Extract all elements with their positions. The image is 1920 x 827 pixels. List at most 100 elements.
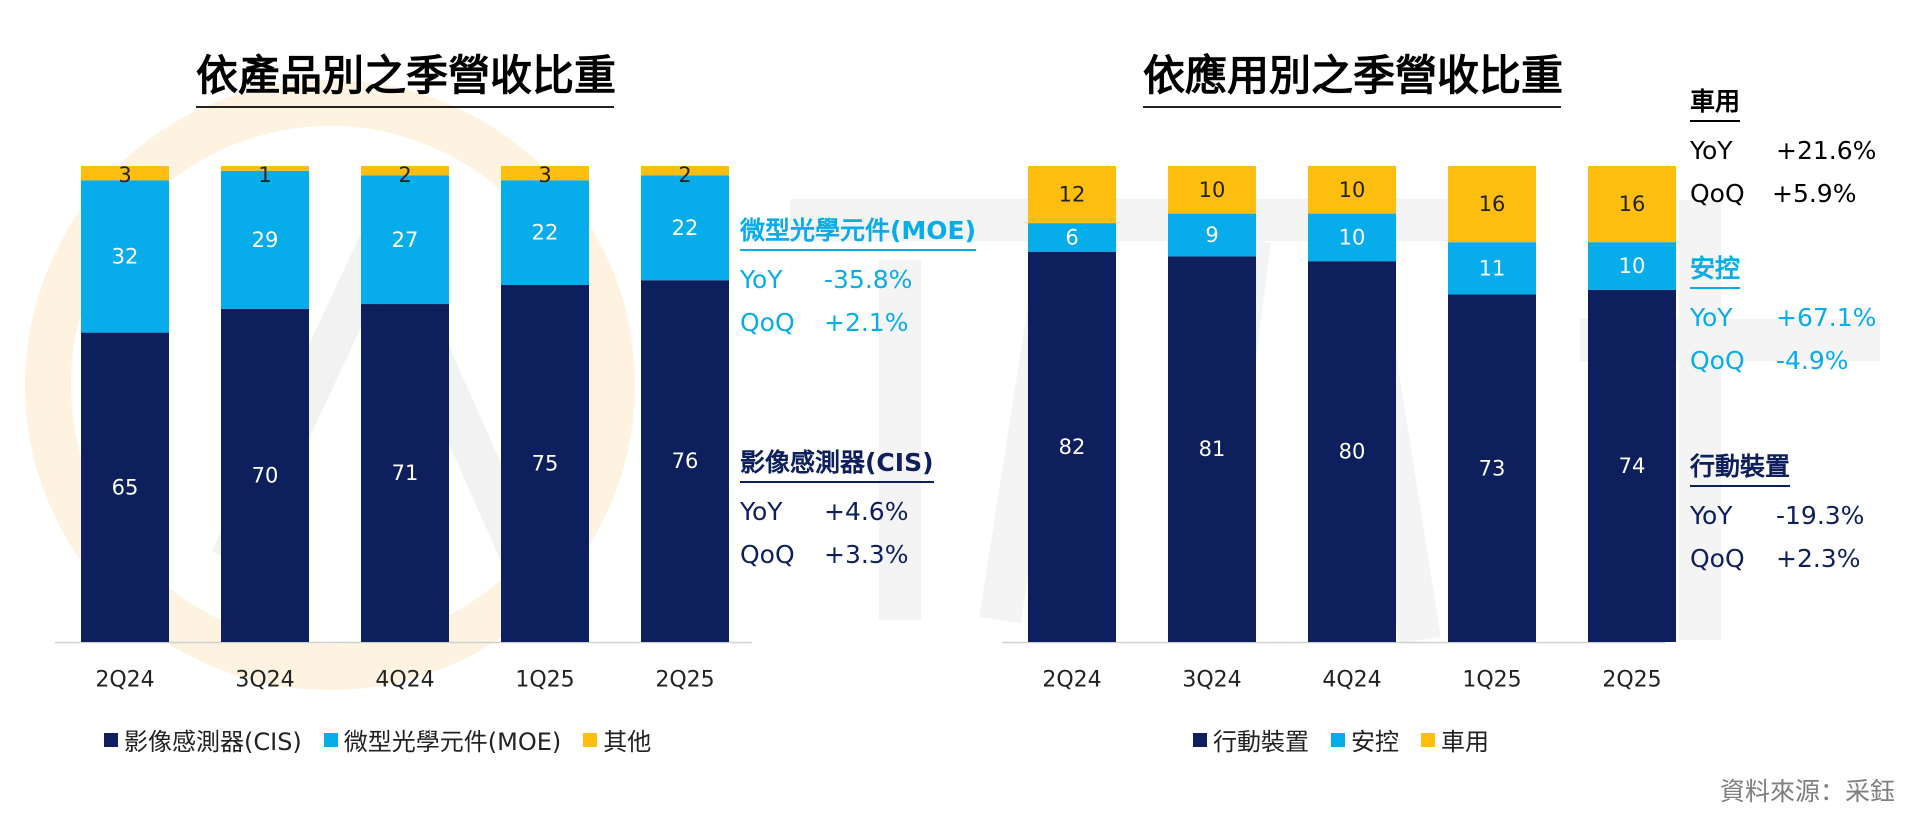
legend-swatch-moe bbox=[323, 732, 338, 747]
application-bar-1-1Q25 bbox=[1448, 242, 1536, 295]
annotation-mobile-yoy-label: YoY bbox=[1690, 501, 1733, 530]
legend-item-auto: 車用 bbox=[1421, 722, 1489, 757]
product-data-label-0-1Q25: 75 bbox=[532, 452, 559, 476]
annotation-mobile-title: 行動裝置 bbox=[1690, 447, 1791, 487]
application-bar-2-2Q24 bbox=[1028, 166, 1116, 224]
application-data-label-0-2Q24: 82 bbox=[1059, 435, 1086, 459]
annotation-mobile-qoq-label: QoQ bbox=[1690, 544, 1745, 573]
application-data-label-2-2Q25: 16 bbox=[1619, 192, 1646, 216]
annotation-moe-qoq-label: QoQ bbox=[740, 308, 795, 337]
product-bar-0-4Q24 bbox=[361, 304, 449, 642]
legend-application: 行動裝置 安控 車用 bbox=[1193, 722, 1511, 757]
annotation-moe: 微型光學元件(MOE) YoY -35.8% QoQ +2.1% bbox=[740, 211, 977, 337]
annotation-security-qoq-label: QoQ bbox=[1690, 346, 1745, 375]
legend-swatch-mobile bbox=[1193, 732, 1207, 747]
application-data-label-2-3Q24: 10 bbox=[1199, 178, 1226, 202]
application-data-label-0-2Q25: 74 bbox=[1619, 454, 1646, 478]
product-data-label-1-1Q25: 22 bbox=[532, 221, 559, 245]
product-data-label-1-4Q24: 27 bbox=[392, 228, 419, 252]
product-tick-label-2Q25: 2Q25 bbox=[655, 668, 714, 693]
application-data-label-2-4Q24: 10 bbox=[1339, 178, 1366, 202]
application-data-label-2-2Q24: 12 bbox=[1059, 183, 1086, 207]
application-data-label-1-4Q24: 10 bbox=[1339, 225, 1366, 249]
application-bar-1-2Q24 bbox=[1028, 223, 1116, 252]
product-bar-2-1Q25 bbox=[501, 166, 589, 181]
annotation-cis-yoy-label: YoY bbox=[740, 497, 783, 526]
annotation-moe-yoy-label: YoY bbox=[740, 265, 783, 294]
product-bar-0-1Q25 bbox=[501, 285, 589, 642]
legend-swatch-security bbox=[1331, 732, 1345, 747]
product-data-label-0-2Q24: 65 bbox=[112, 475, 139, 499]
annotation-security-yoy: +67.1% bbox=[1776, 303, 1877, 332]
legend-item-security: 安控 bbox=[1331, 722, 1399, 757]
application-bar-2-2Q25 bbox=[1588, 166, 1676, 243]
product-data-label-2-3Q24: 1 bbox=[258, 163, 271, 187]
application-data-label-0-4Q24: 80 bbox=[1339, 440, 1366, 464]
chart-title-product: 依產品別之季營收比重 bbox=[196, 48, 616, 108]
legend-item-moe: 微型光學元件(MOE) bbox=[323, 722, 562, 757]
product-data-label-0-2Q25: 76 bbox=[672, 449, 699, 473]
annotation-security: 安控 YoY +67.1% QoQ -4.9% bbox=[1690, 249, 1876, 375]
product-data-label-1-2Q24: 32 bbox=[112, 244, 139, 268]
annotation-auto-qoq-label: QoQ bbox=[1690, 179, 1745, 208]
annotation-mobile-yoy: -19.3% bbox=[1776, 501, 1865, 530]
legend-label-auto: 車用 bbox=[1441, 728, 1489, 756]
product-tick-label-1Q25: 1Q25 bbox=[515, 668, 574, 693]
annotation-mobile-qoq: +2.3% bbox=[1776, 544, 1861, 573]
legend-item-other: 其他 bbox=[583, 722, 651, 757]
legend-label-cis: 影像感測器(CIS) bbox=[124, 728, 302, 756]
application-bar-2-3Q24 bbox=[1168, 166, 1256, 214]
product-data-label-2-2Q25: 2 bbox=[678, 163, 691, 187]
application-tick-label-2Q25: 2Q25 bbox=[1602, 668, 1661, 693]
application-bar-0-4Q24 bbox=[1308, 261, 1396, 642]
annotation-auto-yoy-label: YoY bbox=[1690, 136, 1733, 165]
product-bar-0-2Q24 bbox=[81, 332, 169, 642]
product-data-label-2-2Q24: 3 bbox=[118, 163, 131, 187]
application-bar-0-1Q25 bbox=[1448, 294, 1536, 642]
product-tick-label-3Q24: 3Q24 bbox=[235, 668, 294, 693]
annotation-cis-qoq-label: QoQ bbox=[740, 540, 795, 569]
product-bar-0-3Q24 bbox=[221, 308, 309, 642]
annotation-security-yoy-label: YoY bbox=[1690, 303, 1733, 332]
legend-swatch-cis bbox=[104, 732, 118, 747]
product-bar-2-2Q25 bbox=[641, 166, 729, 176]
chart-title-application: 依應用別之季營收比重 bbox=[1143, 48, 1563, 108]
product-data-label-2-1Q25: 3 bbox=[538, 163, 551, 187]
application-data-label-0-1Q25: 73 bbox=[1479, 456, 1506, 480]
annotation-security-qoq: -4.9% bbox=[1776, 346, 1849, 375]
product-data-label-1-3Q24: 29 bbox=[252, 228, 279, 252]
annotation-cis-qoq: +3.3% bbox=[824, 540, 909, 569]
annotation-cis-title: 影像感測器(CIS) bbox=[740, 443, 934, 483]
application-tick-label-2Q24: 2Q24 bbox=[1042, 668, 1101, 693]
application-tick-label-3Q24: 3Q24 bbox=[1182, 668, 1241, 693]
application-data-label-1-3Q24: 9 bbox=[1205, 223, 1218, 247]
application-tick-label-1Q25: 1Q25 bbox=[1462, 668, 1521, 693]
annotation-cis: 影像感測器(CIS) YoY +4.6% QoQ +3.3% bbox=[740, 443, 934, 569]
annotation-auto-qoq: +5.9% bbox=[1772, 179, 1857, 208]
application-data-label-1-2Q25: 10 bbox=[1619, 254, 1646, 278]
product-data-label-0-3Q24: 70 bbox=[252, 463, 279, 487]
application-data-label-0-3Q24: 81 bbox=[1199, 437, 1226, 461]
product-data-label-2-4Q24: 2 bbox=[398, 163, 411, 187]
source-note: 資料來源：采鈺 bbox=[1719, 777, 1895, 806]
annotation-moe-qoq: +2.1% bbox=[824, 308, 909, 337]
application-bar-0-2Q25 bbox=[1588, 289, 1676, 642]
annotation-moe-title: 微型光學元件(MOE) bbox=[740, 211, 977, 251]
application-data-label-2-1Q25: 16 bbox=[1479, 192, 1506, 216]
product-data-label-1-2Q25: 22 bbox=[672, 216, 699, 240]
application-tick-label-4Q24: 4Q24 bbox=[1322, 668, 1381, 693]
product-bar-2-3Q24 bbox=[221, 166, 309, 171]
product-bar-2-4Q24 bbox=[361, 166, 449, 176]
legend-label-moe: 微型光學元件(MOE) bbox=[343, 728, 562, 756]
annotation-auto: 車用 YoY +21.6% QoQ +5.9% bbox=[1690, 82, 1876, 208]
legend-label-other: 其他 bbox=[603, 728, 652, 756]
annotation-cis-yoy: +4.6% bbox=[824, 497, 909, 526]
product-bar-1-2Q25 bbox=[641, 175, 729, 281]
application-bar-2-1Q25 bbox=[1448, 166, 1536, 243]
product-bar-2-2Q24 bbox=[81, 166, 169, 181]
legend-item-cis: 影像感測器(CIS) bbox=[104, 722, 302, 757]
application-bar-1-2Q25 bbox=[1588, 242, 1676, 290]
product-tick-label-4Q24: 4Q24 bbox=[375, 668, 434, 693]
